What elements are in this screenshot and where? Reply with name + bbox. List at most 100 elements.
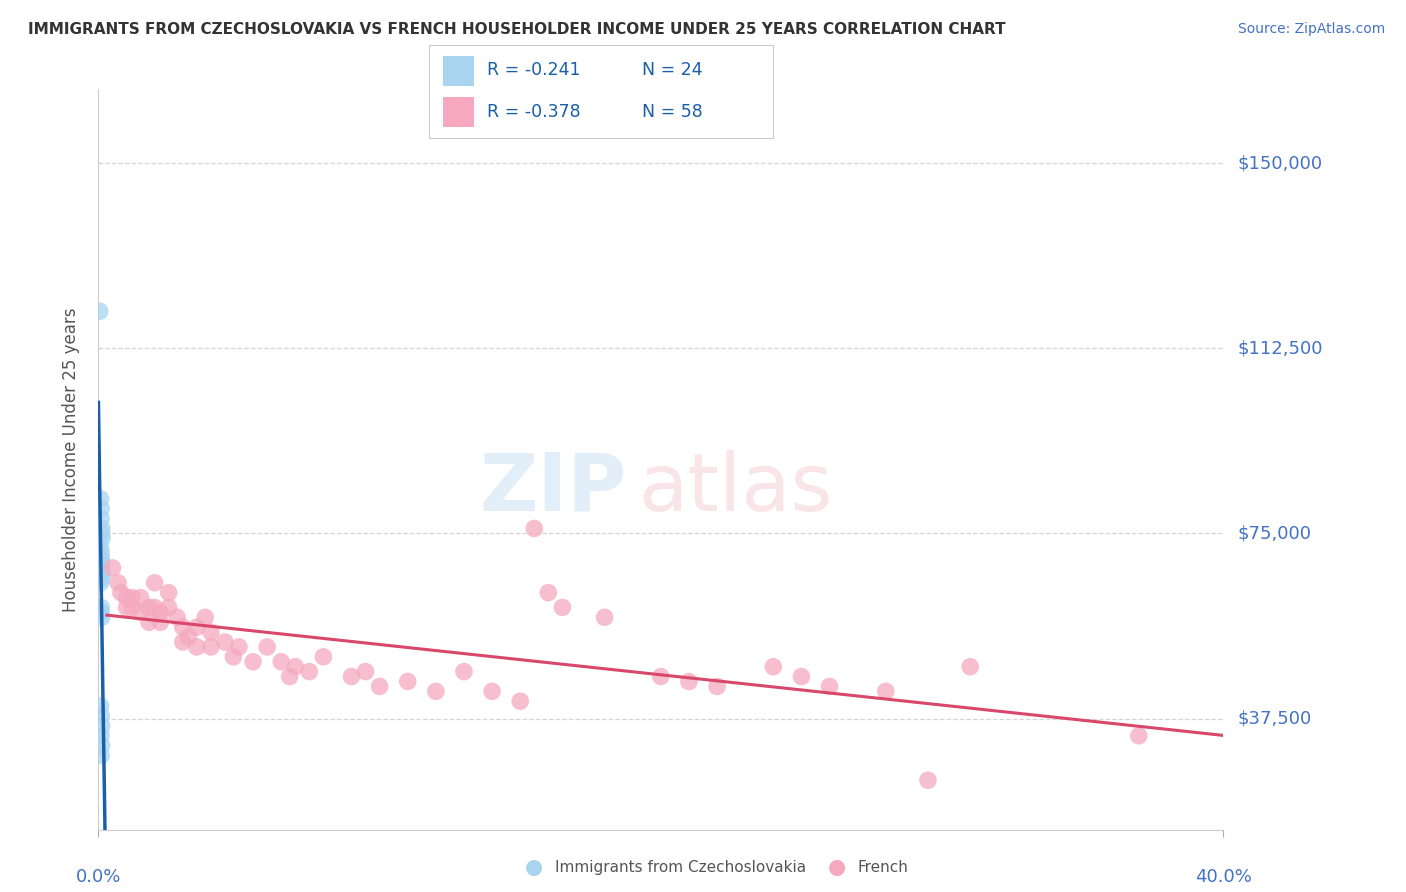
Point <box>818 680 841 694</box>
Text: Immigrants from Czechoslovakia: Immigrants from Czechoslovakia <box>555 860 807 874</box>
Text: $112,500: $112,500 <box>1237 339 1323 358</box>
Text: ●: ● <box>526 857 543 877</box>
Point <box>481 684 503 698</box>
Text: ●: ● <box>828 857 845 877</box>
Point <box>90 566 112 580</box>
Point <box>143 575 166 590</box>
Point <box>90 600 112 615</box>
Text: atlas: atlas <box>638 450 832 528</box>
Point <box>278 669 301 683</box>
Point <box>90 748 112 763</box>
Point <box>177 630 200 644</box>
Point <box>90 511 112 525</box>
Point <box>186 620 208 634</box>
Point <box>115 591 138 605</box>
Point <box>149 606 172 620</box>
Point <box>256 640 278 654</box>
Point <box>1128 729 1150 743</box>
Point <box>90 729 112 743</box>
Point <box>298 665 321 679</box>
Text: 0.0%: 0.0% <box>76 869 121 887</box>
Point <box>166 610 188 624</box>
Point <box>762 659 785 673</box>
Text: IMMIGRANTS FROM CZECHOSLOVAKIA VS FRENCH HOUSEHOLDER INCOME UNDER 25 YEARS CORRE: IMMIGRANTS FROM CZECHOSLOVAKIA VS FRENCH… <box>28 22 1005 37</box>
Point <box>121 600 143 615</box>
Point <box>453 665 475 679</box>
Point <box>228 640 250 654</box>
Point <box>138 615 160 630</box>
Point <box>959 659 981 673</box>
Point <box>593 610 616 624</box>
Point <box>186 640 208 654</box>
Point <box>509 694 531 708</box>
Point <box>172 635 194 649</box>
Point <box>91 571 114 585</box>
Point <box>678 674 700 689</box>
Point <box>172 620 194 634</box>
Point <box>90 501 112 516</box>
Text: N = 58: N = 58 <box>643 103 703 120</box>
Point <box>194 610 217 624</box>
Point <box>157 600 180 615</box>
Point <box>551 600 574 615</box>
Point <box>89 304 111 318</box>
Point <box>157 585 180 599</box>
FancyBboxPatch shape <box>443 97 474 127</box>
Point <box>121 591 143 605</box>
Point <box>107 575 129 590</box>
Point <box>138 600 160 615</box>
Text: ZIP: ZIP <box>479 450 627 528</box>
Point <box>143 600 166 615</box>
Point <box>222 649 245 664</box>
Text: French: French <box>858 860 908 874</box>
Point <box>90 561 112 575</box>
Point <box>396 674 419 689</box>
Point <box>90 526 112 541</box>
Point <box>312 649 335 664</box>
Point <box>242 655 264 669</box>
Point <box>650 669 672 683</box>
Point <box>110 585 132 599</box>
Point <box>200 625 222 640</box>
Point <box>90 541 112 556</box>
Text: Source: ZipAtlas.com: Source: ZipAtlas.com <box>1237 22 1385 37</box>
Point <box>200 640 222 654</box>
Point <box>214 635 236 649</box>
Y-axis label: Householder Income Under 25 years: Householder Income Under 25 years <box>62 307 80 612</box>
Point <box>90 491 112 506</box>
Text: 40.0%: 40.0% <box>1195 869 1251 887</box>
FancyBboxPatch shape <box>443 56 474 86</box>
Text: $150,000: $150,000 <box>1237 154 1322 172</box>
Point <box>90 546 112 560</box>
Text: N = 24: N = 24 <box>643 62 703 79</box>
Point <box>875 684 897 698</box>
Point <box>368 680 391 694</box>
Point <box>149 615 172 630</box>
Point <box>537 585 560 599</box>
Point <box>917 773 939 788</box>
Point <box>129 591 152 605</box>
Point <box>90 551 112 566</box>
Point <box>90 709 112 723</box>
Text: R = -0.378: R = -0.378 <box>488 103 581 120</box>
Point <box>91 532 114 546</box>
Point <box>90 719 112 733</box>
Point <box>354 665 377 679</box>
Text: R = -0.241: R = -0.241 <box>488 62 581 79</box>
Point <box>706 680 728 694</box>
Point <box>90 610 112 624</box>
Point <box>90 575 112 590</box>
Point <box>90 606 112 620</box>
Point <box>129 606 152 620</box>
Point <box>523 521 546 535</box>
Point <box>340 669 363 683</box>
Text: $37,500: $37,500 <box>1237 709 1312 728</box>
Text: $75,000: $75,000 <box>1237 524 1312 542</box>
Point <box>90 699 112 714</box>
Point <box>90 556 112 570</box>
Point <box>115 600 138 615</box>
Point <box>790 669 813 683</box>
Point <box>90 521 112 535</box>
Point <box>270 655 292 669</box>
Point <box>284 659 307 673</box>
